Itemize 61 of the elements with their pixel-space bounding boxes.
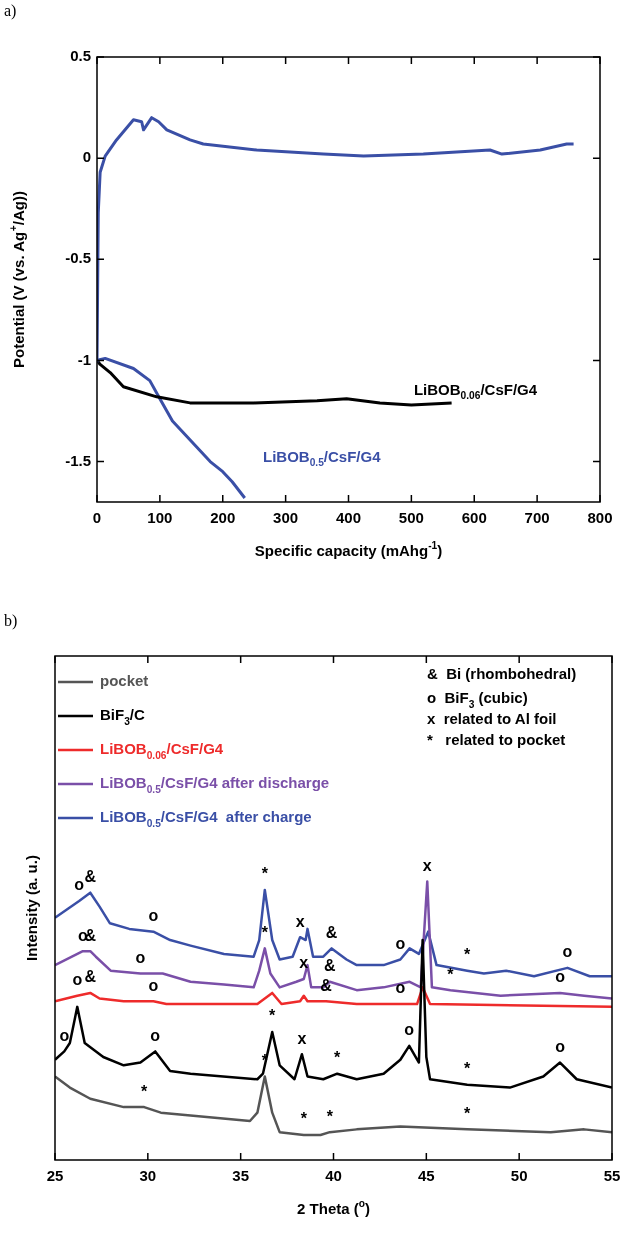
annotation: *	[464, 1060, 472, 1078]
chart-title: a)	[4, 2, 17, 20]
annotation: o	[148, 976, 159, 994]
annotation: *	[300, 1110, 308, 1128]
annotation: o	[562, 943, 573, 961]
x-tick-label: 30	[139, 1167, 157, 1185]
x-tick-label: 40	[325, 1167, 342, 1185]
y-axis-title: Intensity (a. u.)	[23, 855, 41, 961]
annotation: *	[464, 1104, 472, 1122]
text: * related to pocket	[427, 731, 566, 749]
chart-title: b)	[4, 612, 18, 630]
y-axis-title: Potential (V (vs. Ag+/Ag))	[8, 191, 28, 368]
x-tick-label: 45	[417, 1167, 435, 1185]
x-tick-label: 0	[92, 509, 102, 527]
y-tick-label: 0	[82, 148, 91, 166]
y-tick-label: -1	[77, 350, 91, 368]
annotation: o	[59, 1026, 70, 1044]
annotation: o	[555, 968, 566, 986]
annotation: o	[74, 876, 85, 894]
annotation: x	[299, 954, 309, 972]
x-tick-label: 300	[273, 509, 299, 527]
x-tick-label: 55	[603, 1167, 621, 1185]
annotation: *	[141, 1082, 149, 1100]
annotation: o	[72, 971, 83, 989]
x-tick-label: 100	[147, 509, 173, 527]
annotation: *	[334, 1049, 342, 1067]
annotation: &	[324, 957, 337, 975]
y-tick-label: -0.5	[65, 249, 91, 267]
x-tick-label: 35	[232, 1167, 250, 1185]
text: & Bi (rhombohedral)	[427, 665, 577, 683]
annotation: x	[295, 912, 305, 930]
text: x related to Al foil	[427, 710, 557, 728]
annotation: &	[325, 923, 338, 941]
annotation: *	[326, 1107, 334, 1125]
annotation: o	[555, 1037, 566, 1055]
annotation: o	[135, 948, 146, 966]
x-tick-label: 500	[398, 509, 424, 527]
x-tick-label: 700	[524, 509, 550, 527]
legend-label: pocket	[100, 672, 149, 690]
annotation: x	[297, 1029, 307, 1047]
x-tick-label: 200	[210, 509, 236, 527]
annotation: o	[395, 979, 406, 997]
annotation: &	[84, 868, 97, 886]
x-tick-label: 800	[587, 509, 613, 527]
annotation: x	[422, 856, 432, 874]
annotation: *	[269, 1007, 277, 1025]
annotation: *	[447, 965, 455, 983]
annotation: o	[395, 934, 406, 952]
x-tick-label: 600	[461, 509, 487, 527]
annotation: o	[148, 907, 159, 925]
x-tick-label: 25	[46, 1167, 64, 1185]
x-tick-label: 400	[335, 509, 362, 527]
annotation: *	[261, 865, 269, 883]
annotation: &	[84, 968, 97, 986]
y-tick-label: 0.5	[70, 47, 91, 65]
annotation: *	[261, 923, 269, 941]
y-tick-label: -1.5	[65, 451, 91, 469]
annotation: *	[464, 946, 472, 964]
annotation: o	[150, 1026, 161, 1044]
annotation: o	[404, 1021, 415, 1039]
x-tick-label: 50	[510, 1167, 528, 1185]
